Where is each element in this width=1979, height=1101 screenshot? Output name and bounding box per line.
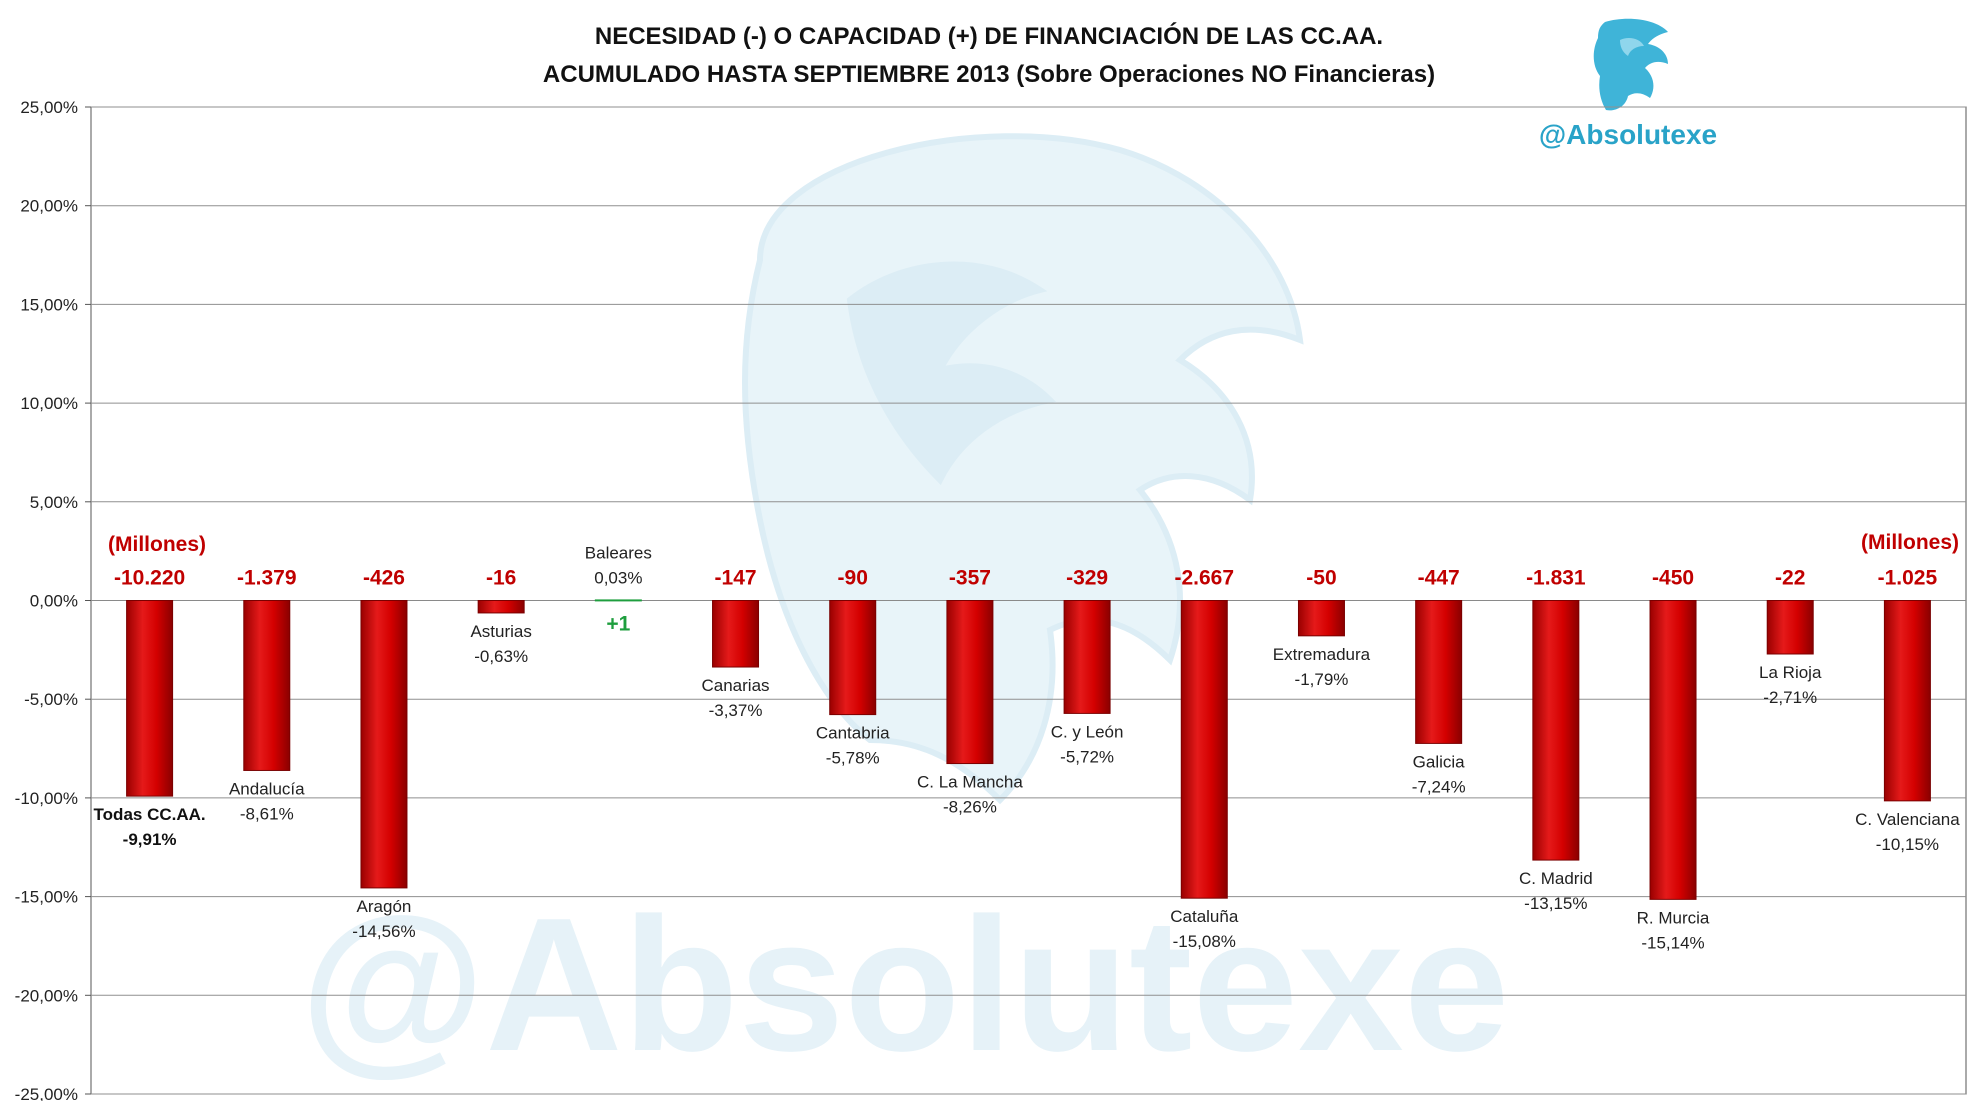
millions-label: -147 [715, 567, 757, 590]
millions-label: -450 [1652, 567, 1694, 590]
millions-label: -1.831 [1526, 567, 1586, 590]
millions-label: -50 [1306, 567, 1336, 590]
millions-label: -357 [949, 567, 991, 590]
y-tick-label: -5,00% [24, 690, 78, 709]
value-label: -9,91% [123, 830, 177, 849]
watermark: @Absolutexe [300, 133, 1509, 1091]
bar [1415, 600, 1463, 744]
bar [1532, 600, 1580, 861]
category-label: C. Madrid [1519, 869, 1593, 888]
bar [126, 600, 174, 797]
category-label: Cantabria [816, 724, 890, 743]
bar [1649, 600, 1697, 900]
brand-logo: @Absolutexe [1539, 18, 1717, 150]
millions-label: -90 [838, 567, 868, 590]
bar [829, 600, 877, 716]
chart-title-line-1: NECESIDAD (-) O CAPACIDAD (+) DE FINANCI… [595, 22, 1383, 50]
category-label: Asturias [470, 622, 531, 641]
millions-label: -2.667 [1175, 567, 1235, 590]
brand-handle: @Absolutexe [1539, 119, 1717, 150]
value-label: -10,15% [1876, 835, 1939, 854]
millions-label: -1.379 [237, 567, 297, 590]
bar [712, 600, 760, 668]
value-label: -2,71% [1763, 688, 1817, 707]
category-label: Cataluña [1170, 907, 1239, 926]
millions-label: -447 [1418, 567, 1460, 590]
bar [1297, 600, 1345, 637]
data-labels: -10.220 Todas CC.AA. -9,91% -1.379 Andalucía… [94, 544, 1961, 953]
bar [1063, 600, 1111, 714]
category-label: C. Valenciana [1855, 810, 1960, 829]
value-label: -0,63% [474, 647, 528, 666]
y-tick-label: 20,00% [20, 197, 78, 216]
millions-label: +1 [606, 613, 630, 636]
bar [1883, 600, 1931, 802]
watermark-text: @Absolutexe [300, 879, 1509, 1091]
value-label: -3,37% [709, 701, 763, 720]
category-label: Galicia [1413, 752, 1466, 771]
y-axis-ticks: 25,00% 20,00% 15,00% 10,00% 5,00% 0,00% -5,00%… [15, 98, 78, 1101]
value-label: -5,78% [826, 749, 880, 768]
value-label: -7,24% [1412, 777, 1466, 796]
millions-label: -1.025 [1878, 567, 1938, 590]
category-label: C. y León [1051, 722, 1124, 741]
y-tick-label: 0,00% [30, 592, 78, 611]
category-label: C. La Mancha [917, 773, 1023, 792]
griffin-watermark-icon [742, 133, 1304, 805]
category-label: Todas CC.AA. [94, 805, 206, 824]
millions-label: -426 [363, 567, 405, 590]
millions-label: -329 [1066, 567, 1108, 590]
value-label: -14,56% [352, 922, 415, 941]
units-label-left: (Millones) [108, 533, 206, 556]
y-tick-label: -15,00% [15, 888, 78, 907]
bar [360, 600, 408, 889]
value-label: 0,03% [594, 569, 642, 588]
category-label: La Rioja [1759, 663, 1822, 682]
y-tick-label: -20,00% [15, 986, 78, 1005]
bar [594, 599, 642, 602]
value-label: -8,61% [240, 804, 294, 823]
value-label: -8,26% [943, 798, 997, 817]
bar [1766, 600, 1814, 655]
category-label: Canarias [702, 676, 770, 695]
value-label: -15,14% [1641, 933, 1704, 952]
value-label: -13,15% [1524, 894, 1587, 913]
value-label: -1,79% [1295, 670, 1349, 689]
millions-label: -22 [1775, 567, 1805, 590]
category-label: Baleares [585, 544, 652, 563]
bar [946, 600, 994, 765]
millions-label: -16 [486, 567, 516, 590]
chart-title-line-2: ACUMULADO HASTA SEPTIEMBRE 2013 (Sobre O… [543, 61, 1435, 88]
bar [477, 600, 525, 614]
millions-label: -10.220 [114, 567, 185, 590]
value-label: -5,72% [1060, 747, 1114, 766]
y-tick-label: 10,00% [20, 394, 78, 413]
category-label: Extremadura [1273, 645, 1371, 664]
category-label: Aragón [357, 897, 412, 916]
category-label: R. Murcia [1637, 908, 1710, 927]
y-tick-label: 25,00% [20, 98, 78, 117]
bars [126, 599, 1931, 900]
value-label: -15,08% [1173, 932, 1236, 951]
bar [1180, 600, 1228, 899]
griffin-logo-icon [1593, 18, 1668, 111]
bar [243, 600, 291, 771]
category-label: Andalucía [229, 779, 305, 798]
y-tick-label: -25,00% [15, 1085, 78, 1101]
units-label-right: (Millones) [1861, 531, 1959, 554]
y-tick-label: 15,00% [20, 295, 78, 314]
y-tick-label: -10,00% [15, 789, 78, 808]
y-tick-label: 5,00% [30, 493, 78, 512]
